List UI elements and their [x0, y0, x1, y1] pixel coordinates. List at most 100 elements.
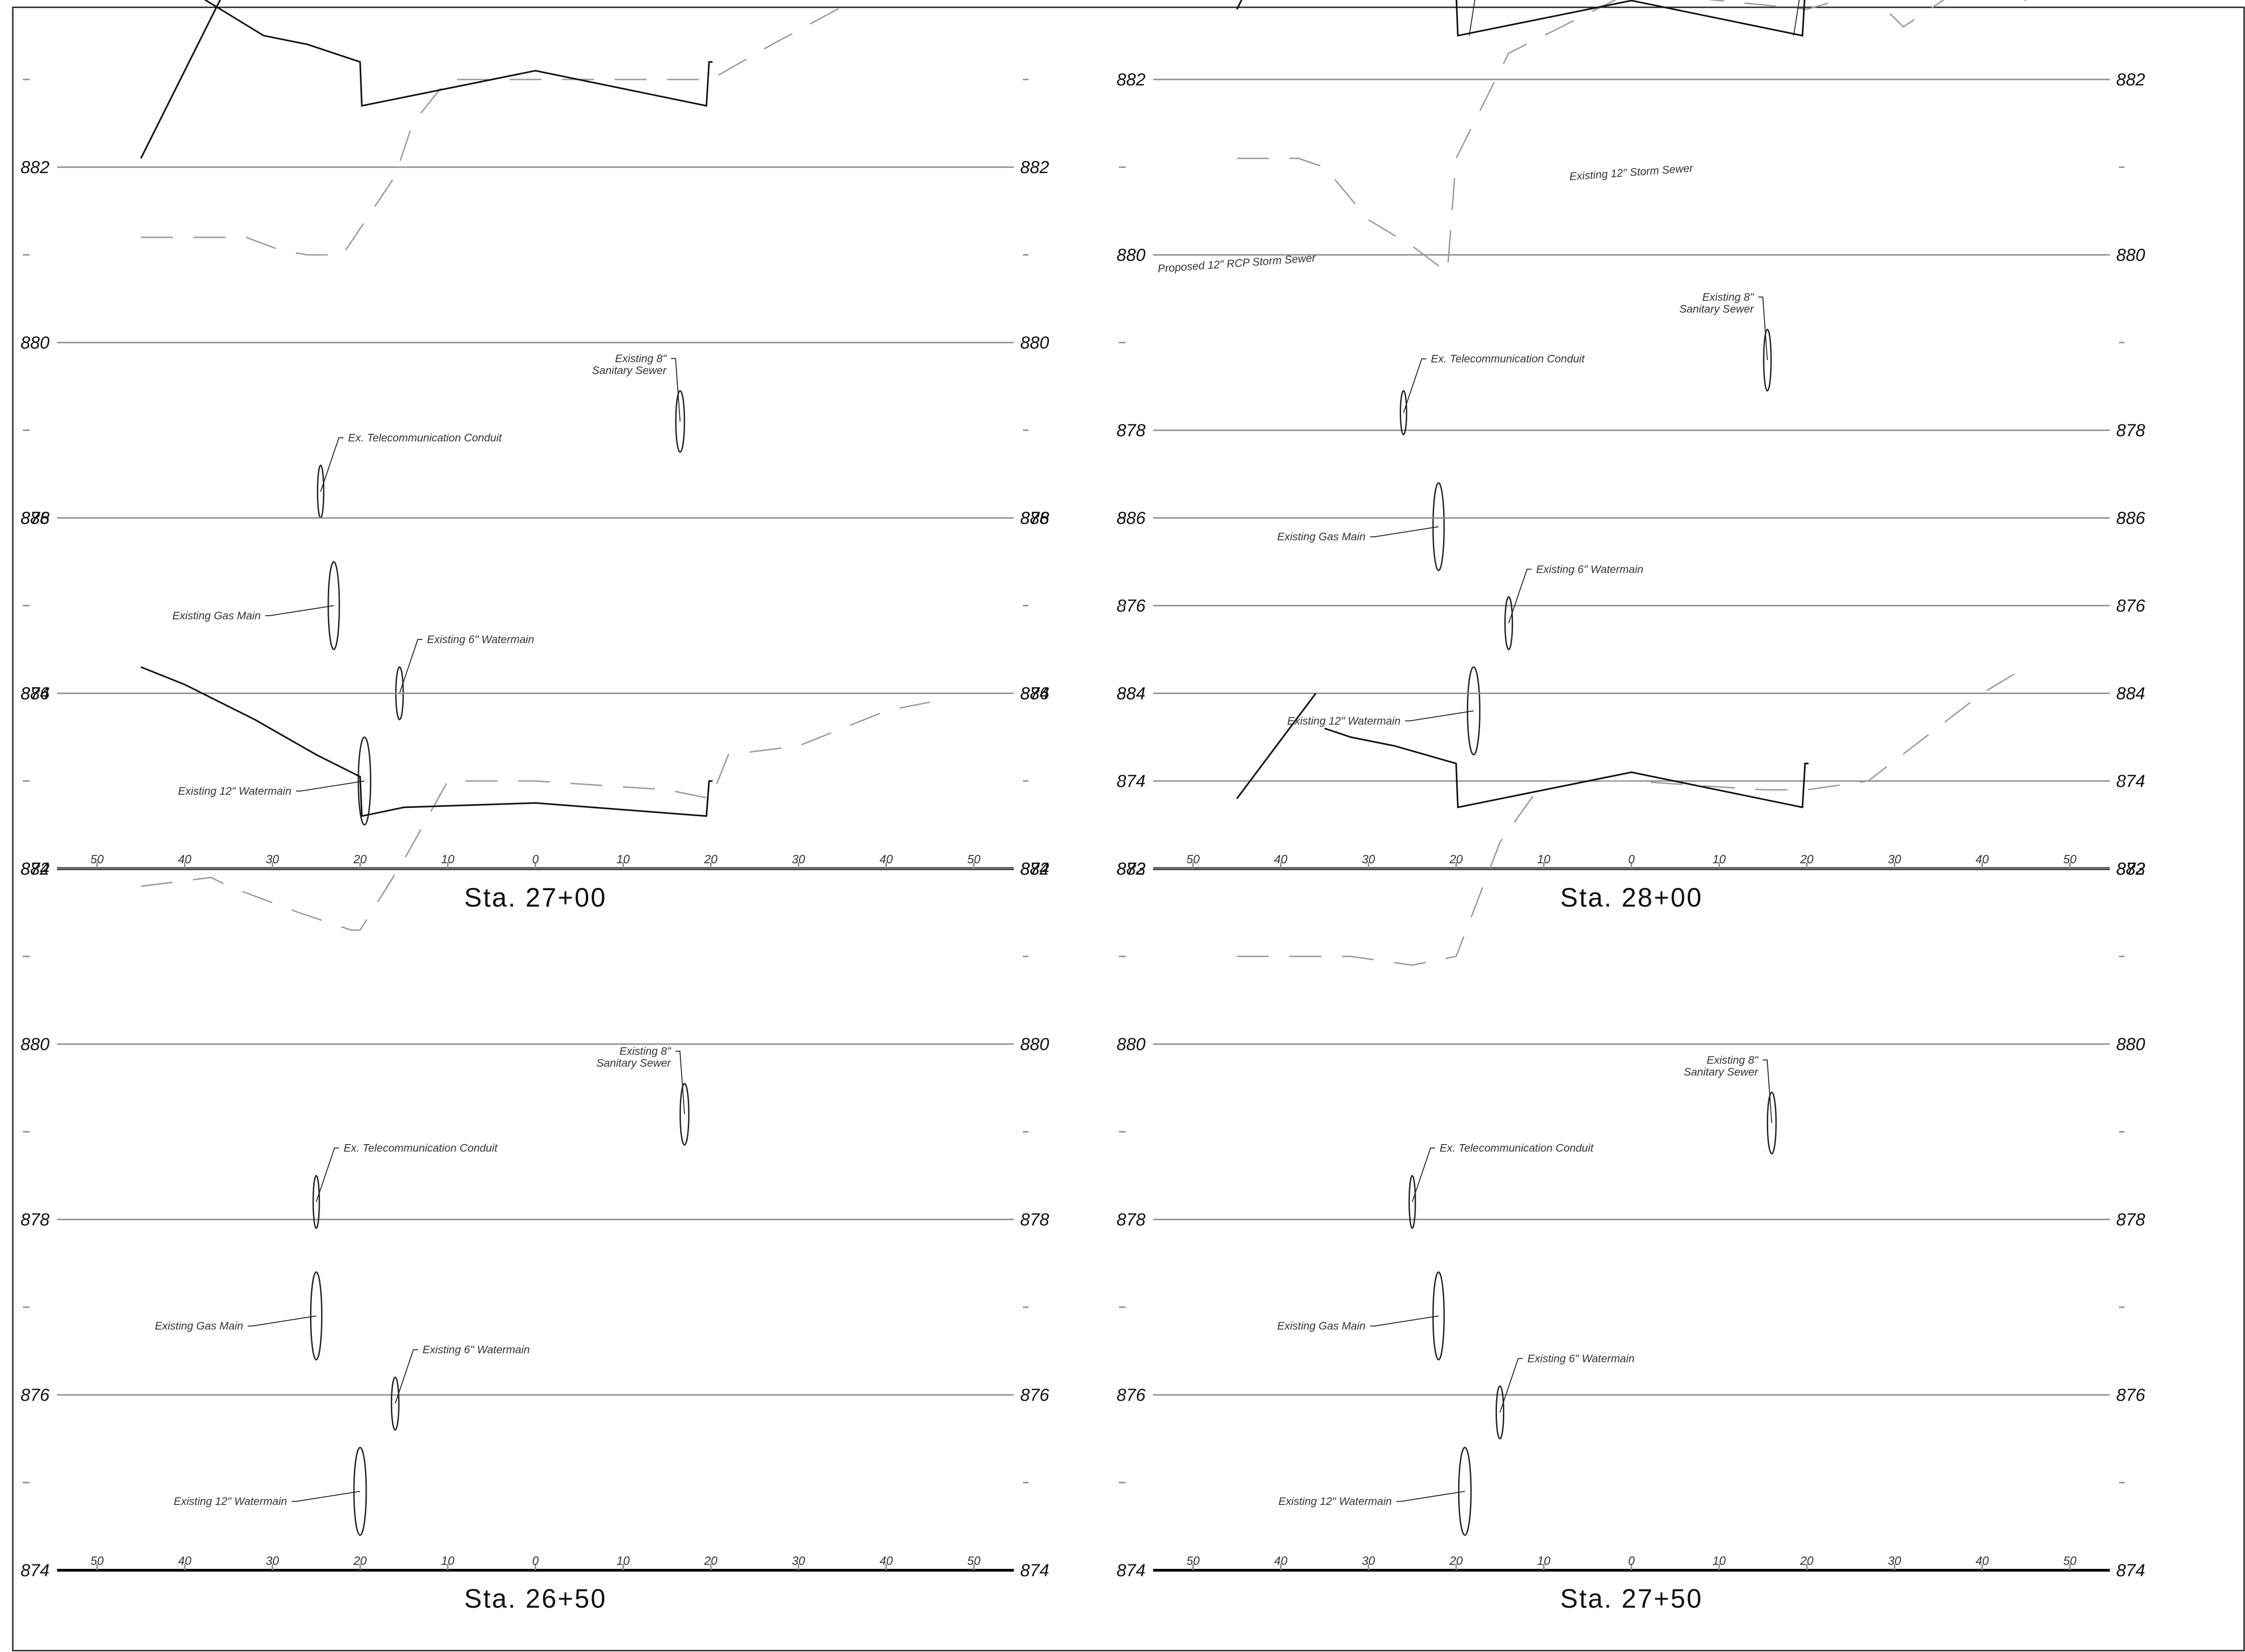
offset-label: 50 — [1186, 1554, 1200, 1568]
offset-label: 20 — [1800, 852, 1813, 866]
offset-label: 40 — [1976, 1554, 1989, 1568]
cross-section-1: 8868868848848828828808808788788768768748… — [21, 0, 1049, 913]
offset-label: 30 — [1362, 1554, 1375, 1568]
offset-label: 30 — [792, 1554, 805, 1568]
offset-label: 0 — [1628, 1554, 1635, 1568]
offset-label: 40 — [880, 1554, 893, 1568]
elevation-label-left: 878 — [1117, 1210, 1145, 1230]
station-title: Sta. 26+50 — [464, 1584, 606, 1614]
elevation-label-right: 886 — [2116, 509, 2145, 528]
station-title: Sta. 27+00 — [464, 883, 606, 913]
grading-slope-line — [141, 0, 224, 158]
offset-label: 40 — [1274, 852, 1287, 866]
station-title: Sta. 28+00 — [1560, 883, 1702, 913]
offset-label: 50 — [967, 852, 980, 866]
elevation-label-right: 874 — [1020, 1561, 1049, 1580]
offset-label: 10 — [441, 852, 454, 866]
utility-label-line2: Sanitary Sewer — [1679, 303, 1754, 315]
offset-label: 20 — [353, 1554, 367, 1568]
elevation-label-left: 880 — [1117, 1035, 1145, 1054]
leader-line — [1794, 0, 1808, 36]
utility-label: Existing 12" Watermain — [1287, 715, 1401, 727]
offset-label: 0 — [532, 1554, 539, 1568]
proposed-section-line — [141, 0, 713, 106]
utility-label: Existing 6" Watermain — [1536, 563, 1644, 575]
elevation-label-right: 882 — [1020, 158, 1049, 177]
station-title: Sta. 27+50 — [1560, 1584, 1702, 1614]
elevation-label-right: 882 — [2116, 70, 2145, 90]
offset-label: 20 — [704, 1554, 717, 1568]
utility-label: Existing 12" Watermain — [174, 1495, 287, 1508]
elevation-label-left: 884 — [21, 684, 49, 703]
elevation-label-left: 876 — [21, 1386, 50, 1405]
elevation-label-right: 884 — [1020, 0, 1049, 2]
elevation-label-left: 886 — [1117, 509, 1146, 528]
existing-ground-line — [141, 0, 930, 255]
proposed-section-line — [1360, 0, 1808, 36]
offset-label: 40 — [880, 852, 893, 866]
utility-label: Existing 8" — [619, 1045, 671, 1058]
elevation-label-right: 884 — [1020, 684, 1049, 703]
utility-label: Existing 8" — [1707, 1054, 1759, 1066]
utility-label-line2: Sanitary Sewer — [596, 1057, 671, 1070]
offset-label: 20 — [704, 852, 717, 866]
offset-label: 30 — [792, 852, 805, 866]
offset-label: 20 — [1449, 852, 1463, 866]
offset-label: 0 — [532, 852, 539, 866]
offset-label: 50 — [90, 1554, 104, 1568]
utility-label: Existing Gas Main — [1277, 531, 1365, 543]
leader-line — [1370, 527, 1439, 537]
utility-label: Existing Gas Main — [155, 1320, 243, 1332]
existing-ground-line — [1237, 0, 2026, 272]
elevation-label-left: 874 — [1117, 1561, 1145, 1580]
elevation-label-right: 884 — [2116, 684, 2145, 703]
utility-label: Ex. Telecommunication Conduit — [348, 432, 502, 444]
offset-label: 40 — [178, 1554, 191, 1568]
elevation-label-right: 886 — [1020, 509, 1049, 528]
offset-label: 20 — [1449, 1554, 1463, 1568]
utility-label: Existing Gas Main — [172, 610, 260, 622]
leader-line — [296, 781, 364, 791]
leader-line — [292, 1491, 360, 1501]
elevation-label-left: 882 — [1117, 70, 1145, 90]
leader-line — [1370, 1316, 1439, 1326]
elevation-label-right: 880 — [1020, 333, 1049, 353]
offset-label: 10 — [1537, 852, 1550, 866]
utility-label: Ex. Telecommunication Conduit — [1431, 353, 1585, 365]
elevation-label-left: 882 — [21, 860, 49, 879]
elevation-label-left: 880 — [21, 333, 49, 353]
utility-label: Existing 8" — [1702, 291, 1755, 303]
utility-label-line2: Sanitary Sewer — [1684, 1066, 1759, 1078]
utility-pipe — [680, 1083, 689, 1145]
offset-label: 20 — [1800, 1554, 1813, 1568]
existing-ground-line — [1237, 667, 2026, 965]
elevation-label-left: 876 — [1117, 1386, 1146, 1405]
elevation-label-left: 880 — [21, 1035, 49, 1054]
elevation-label-right: 878 — [2116, 421, 2145, 440]
offset-label: 30 — [1362, 852, 1375, 866]
utility-label: Ex. Telecommunication Conduit — [1440, 1142, 1594, 1155]
elevation-label-left: 878 — [21, 1210, 49, 1230]
elevation-label-right: 878 — [2116, 1210, 2145, 1230]
utility-label: Ex. Telecommunication Conduit — [344, 1142, 498, 1155]
offset-label: 0 — [1628, 852, 1635, 866]
offset-label: 50 — [2063, 852, 2076, 866]
elevation-label-right: 882 — [1020, 860, 1049, 879]
elevation-label-left: 882 — [21, 158, 49, 177]
utility-label-line2: Sanitary Sewer — [592, 364, 667, 377]
elevation-label-right: 876 — [2116, 1386, 2145, 1405]
offset-label: 10 — [617, 1554, 630, 1568]
sections-layer: 886 886 884 884 882 882 880 880 878 878 876 876 874 8… — [21, 0, 2145, 1614]
offset-label: 40 — [178, 852, 191, 866]
utility-label: Existing Gas Main — [1277, 1320, 1365, 1332]
elevation-label-left: 882 — [1117, 860, 1145, 879]
offset-label: 50 — [2063, 1554, 2076, 1568]
elevation-label-right: 876 — [1020, 1386, 1049, 1405]
utility-label: Existing 6" Watermain — [1528, 1352, 1635, 1365]
offset-label: 10 — [1713, 1554, 1726, 1568]
offset-label: 20 — [353, 852, 367, 866]
offset-label: 30 — [266, 852, 279, 866]
offset-label: 10 — [441, 1554, 454, 1568]
offset-label: 50 — [90, 852, 104, 866]
